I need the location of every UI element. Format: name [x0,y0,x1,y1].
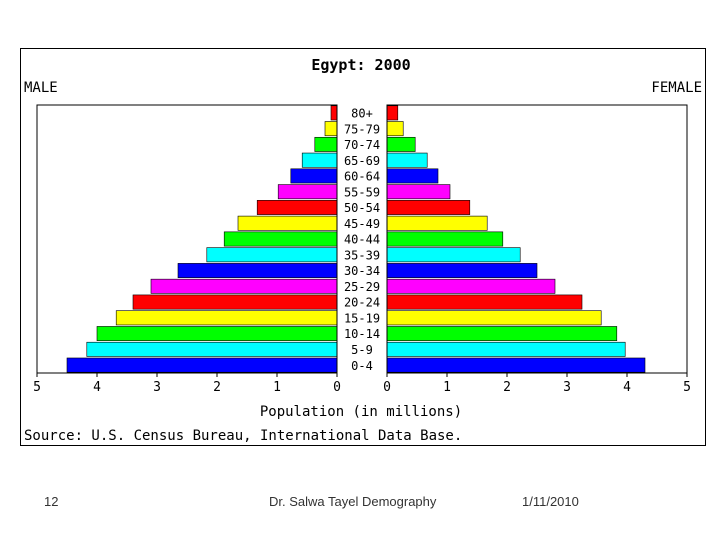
age-group-label: 45-49 [344,217,380,231]
age-group-label: 30-34 [344,264,380,278]
age-group-label: 80+ [351,107,373,121]
male-bar-60-64 [290,168,338,184]
x-tick-label: 2 [503,380,511,395]
age-group-label: 50-54 [344,201,380,215]
x-tick-label: 1 [443,380,451,395]
female-plot-frame [386,104,688,374]
male-bar-20-24 [132,294,338,310]
female-bar-40-44 [386,231,504,247]
male-label: MALE [24,80,58,96]
x-tick-label: 5 [33,380,41,395]
age-group-label: 65-69 [344,154,380,168]
male-bar-45-49 [237,215,338,231]
male-bar-10-14 [96,326,338,342]
age-group-label: 25-29 [344,280,380,294]
male-bar-35-39 [206,247,338,263]
male-bar-80+ [330,105,338,121]
age-group-label: 70-74 [344,138,380,152]
female-bar-70-74 [386,136,416,152]
slide-footer: 12 Dr. Salwa Tayel Demography 1/11/2010 [0,494,720,514]
female-bar-60-64 [386,168,439,184]
x-tick-label: 2 [213,380,221,395]
age-group-label: 40-44 [344,233,380,247]
male-bar-5-9 [86,341,338,357]
male-bar-15-19 [115,310,338,326]
female-bar-30-34 [386,263,538,278]
footer-date: 1/11/2010 [522,494,579,509]
source-note: Source: U.S. Census Bureau, Internationa… [24,428,462,444]
age-group-label: 0-4 [351,359,373,373]
male-bar-50-54 [256,200,338,215]
female-bar-35-39 [386,247,521,263]
female-bar-20-24 [386,294,583,310]
x-tick-label: 4 [93,380,101,395]
x-tick-label: 4 [623,380,631,395]
age-group-label: 20-24 [344,296,380,310]
female-bar-80+ [386,105,399,121]
male-bar-55-59 [277,184,338,200]
age-group-label: 60-64 [344,170,380,184]
male-plot-frame [36,104,338,374]
footer-author: Dr. Salwa Tayel Demography [269,494,437,509]
female-bar-5-9 [386,341,626,357]
x-tick-label: 3 [563,380,571,395]
x-tick-label: 0 [383,380,391,395]
female-bar-55-59 [386,184,451,200]
female-bar-0-4 [386,357,646,373]
pyramid-plot-area: Egypt: 2000 MALE FEMALE 0-4 5-9 10-14 15-19… [24,56,702,444]
age-group-label: 10-14 [344,327,380,341]
population-pyramid-chart: Egypt: 2000 MALE FEMALE 0-4 5-9 10-14 15-19… [20,48,706,446]
chart-title: Egypt: 2000 [311,56,410,74]
female-label: FEMALE [651,80,702,96]
male-bar-40-44 [223,231,338,247]
x-tick-label: 5 [683,380,691,395]
female-bar-45-49 [386,215,488,231]
male-bar-25-29 [150,278,338,294]
male-bar-75-79 [324,121,338,137]
female-bar-10-14 [386,326,618,342]
x-tick-label: 1 [273,380,281,395]
x-axis-label: Population (in millions) [260,404,462,420]
female-bar-25-29 [386,278,556,294]
age-group-label: 5-9 [351,343,373,357]
x-tick-label: 3 [153,380,161,395]
age-group-label: 35-39 [344,248,380,262]
female-bar-65-69 [386,152,428,168]
male-bar-65-69 [301,152,338,168]
male-bar-70-74 [314,136,338,152]
male-bar-0-4 [66,357,338,373]
x-tick-label: 0 [333,380,341,395]
female-bar-50-54 [386,200,471,215]
page-number: 12 [44,494,59,509]
male-bar-30-34 [177,263,338,278]
female-bar-75-79 [386,121,404,137]
female-bar-15-19 [386,310,602,326]
age-group-label: 75-79 [344,122,380,136]
age-group-label: 15-19 [344,311,380,325]
age-group-label: 55-59 [344,185,380,199]
